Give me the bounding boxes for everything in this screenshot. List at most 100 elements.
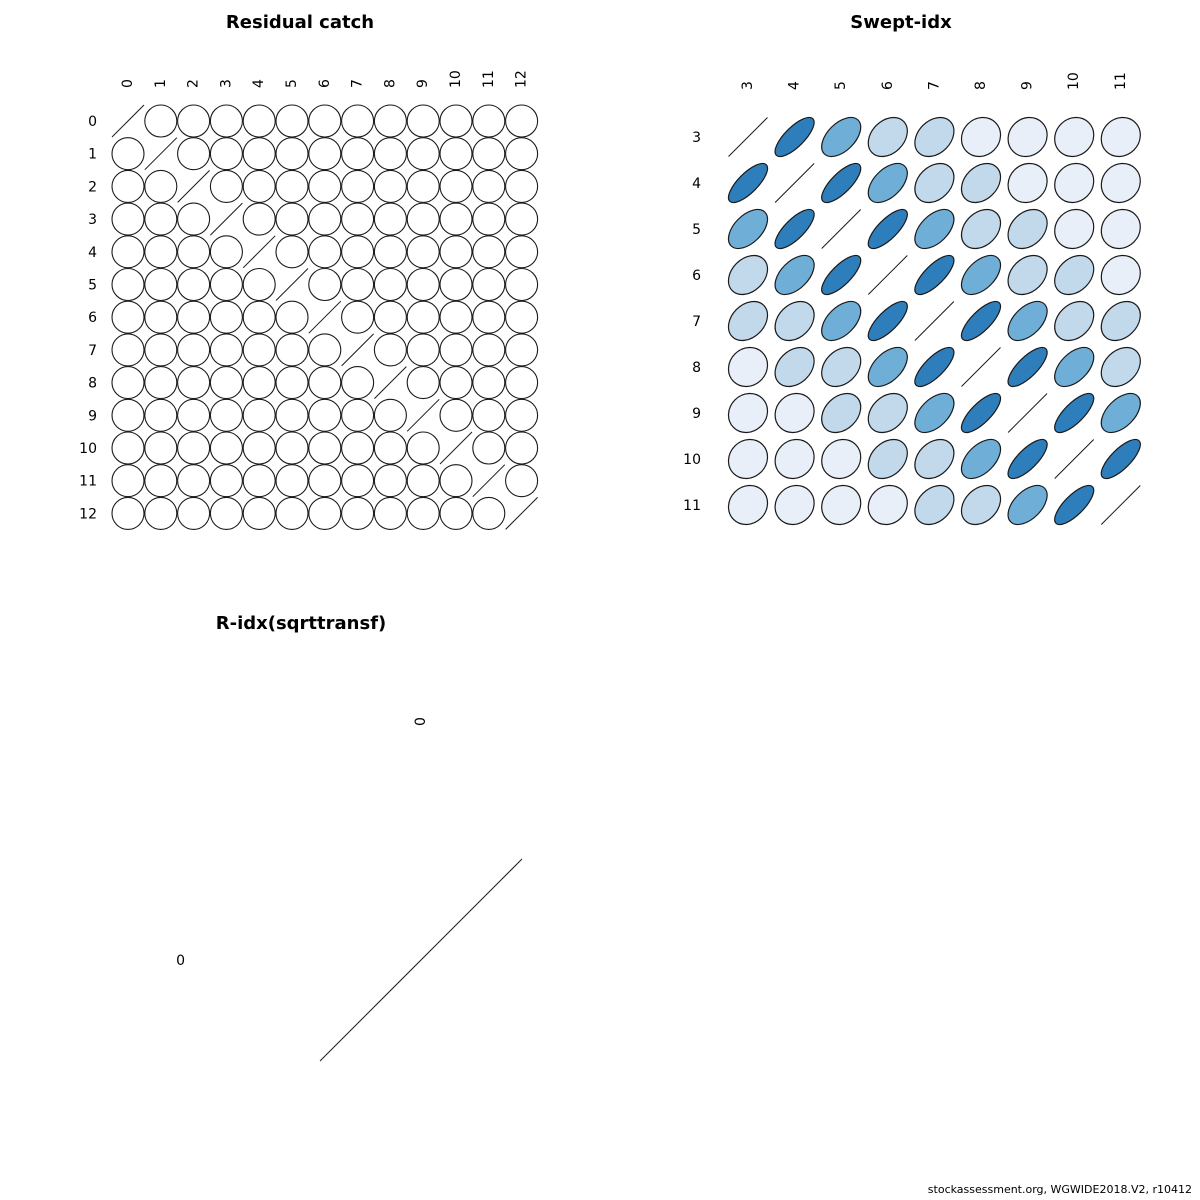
correlation-ellipse xyxy=(308,267,342,302)
correlation-ellipse xyxy=(914,162,955,204)
col-label: 3 xyxy=(740,81,756,90)
correlation-ellipse xyxy=(867,438,908,480)
correlation-ellipse xyxy=(1100,162,1141,204)
diagonal-cell-line xyxy=(1007,393,1048,433)
diagonal-cell-line xyxy=(821,209,862,249)
correlation-ellipse xyxy=(439,496,473,530)
correlation-ellipse xyxy=(1100,438,1141,480)
correlation-ellipse xyxy=(209,300,243,334)
correlation-ellipse xyxy=(275,300,309,334)
correlation-ellipse xyxy=(308,464,342,498)
correlation-ellipse xyxy=(727,346,769,388)
correlation-ellipse xyxy=(308,431,342,465)
correlation-ellipse xyxy=(111,366,145,400)
correlation-ellipse xyxy=(821,438,862,480)
correlation-ellipse xyxy=(242,496,276,530)
correlation-ellipse xyxy=(308,366,342,400)
correlation-ellipse xyxy=(472,366,506,400)
diagonal-cell-line xyxy=(1054,439,1095,479)
correlation-ellipse xyxy=(144,398,178,432)
diagonal-cell-line xyxy=(867,255,908,295)
correlation-ellipse xyxy=(505,300,539,334)
correlation-ellipse xyxy=(111,431,145,465)
correlation-ellipse xyxy=(275,431,309,465)
row-label: 7 xyxy=(692,314,701,330)
row-label: 9 xyxy=(692,406,701,422)
correlation-ellipse xyxy=(275,398,309,432)
correlation-ellipse xyxy=(111,464,145,498)
col-label: 10 xyxy=(448,70,464,88)
correlation-ellipse xyxy=(727,392,769,434)
correlation-ellipse xyxy=(111,300,145,334)
diagonal-cell-line xyxy=(308,300,342,334)
row-label: 5 xyxy=(88,278,97,294)
correlation-ellipse xyxy=(1100,346,1141,388)
correlation-ellipse xyxy=(111,169,145,203)
correlation-ellipse xyxy=(439,398,473,432)
col-label: 6 xyxy=(317,79,333,88)
row-label: 5 xyxy=(692,222,701,238)
row-label: 10 xyxy=(79,441,97,457)
correlation-ellipse xyxy=(177,431,211,465)
correlation-ellipse xyxy=(472,104,506,138)
row-label: 4 xyxy=(88,245,97,261)
correlation-ellipse xyxy=(242,431,276,465)
correlation-ellipse xyxy=(472,300,506,334)
correlation-ellipse xyxy=(275,366,309,400)
correlation-ellipse xyxy=(727,484,769,526)
correlation-ellipse xyxy=(439,104,473,138)
correlation-ellipse xyxy=(275,235,309,269)
correlation-ellipse xyxy=(1054,162,1095,204)
correlation-ellipse xyxy=(275,137,309,171)
col-label: 8 xyxy=(973,81,989,90)
correlation-ellipse xyxy=(406,202,440,236)
correlation-ellipse xyxy=(1007,208,1048,250)
correlation-ellipse xyxy=(308,398,342,432)
correlation-ellipse xyxy=(209,267,243,302)
correlation-ellipse xyxy=(960,438,1002,480)
col-label: 2 xyxy=(186,79,202,88)
correlation-ellipse xyxy=(177,235,211,269)
correlation-ellipse xyxy=(774,254,815,296)
correlation-ellipse xyxy=(111,137,145,171)
col-label: 6 xyxy=(880,81,896,90)
correlation-ellipse xyxy=(914,392,955,434)
correlation-ellipse xyxy=(1100,392,1141,434)
correlation-ellipse xyxy=(406,137,440,171)
correlation-ellipse xyxy=(821,116,862,158)
diagonal-cell-line xyxy=(275,268,309,301)
correlation-ellipse xyxy=(914,484,955,526)
correlation-ellipse xyxy=(144,464,178,498)
correlation-ellipse xyxy=(341,366,375,400)
correlation-ellipse xyxy=(774,438,815,480)
correlation-ellipse xyxy=(275,104,309,138)
row-label: 4 xyxy=(692,176,701,192)
correlation-ellipse xyxy=(341,300,375,334)
correlation-ellipse xyxy=(275,496,309,530)
correlation-ellipse xyxy=(1054,208,1095,250)
correlation-ellipse xyxy=(111,267,145,302)
panel-title-residual-catch: Residual catch xyxy=(226,12,374,33)
correlation-ellipse xyxy=(774,208,815,250)
correlation-ellipse xyxy=(111,333,145,367)
correlation-ellipse xyxy=(406,169,440,203)
correlation-ellipse xyxy=(1007,346,1048,388)
correlation-ellipse xyxy=(439,300,473,334)
correlation-ellipse xyxy=(144,235,178,269)
correlation-ellipse xyxy=(821,392,862,434)
col-label: 0 xyxy=(413,717,429,726)
correlation-ellipse xyxy=(439,202,473,236)
correlation-ellipse xyxy=(341,169,375,203)
correlation-ellipse xyxy=(406,267,440,302)
row-label: 11 xyxy=(79,474,97,490)
correlation-ellipse xyxy=(867,208,908,250)
correlation-ellipse xyxy=(472,398,506,432)
col-label: 7 xyxy=(926,81,942,90)
correlation-ellipse xyxy=(439,137,473,171)
correlation-ellipse xyxy=(960,392,1002,434)
correlation-ellipse xyxy=(774,346,815,388)
correlation-ellipse xyxy=(275,169,309,203)
col-label: 7 xyxy=(350,79,366,88)
correlation-ellipse xyxy=(914,254,955,296)
